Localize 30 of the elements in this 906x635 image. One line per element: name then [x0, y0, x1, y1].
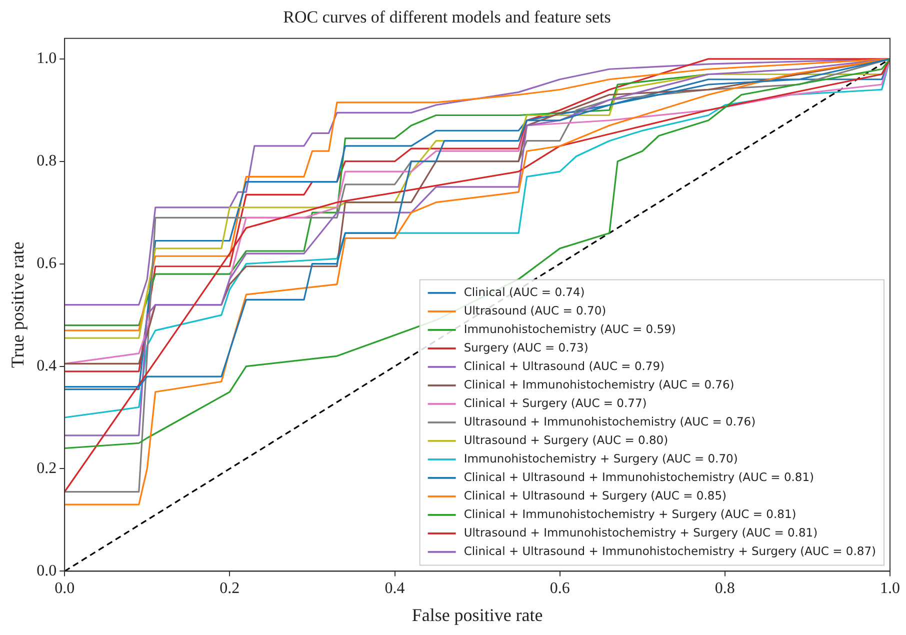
- legend-label: Clinical + Ultrasound (AUC = 0.79): [464, 358, 665, 373]
- x-tick-label: 1.0: [880, 580, 900, 598]
- legend-label: Immunohistochemistry (AUC = 0.59): [464, 322, 676, 336]
- legend-label: Clinical + Ultrasound + Surgery (AUC = 0.85): [464, 488, 727, 502]
- y-tick-label: 0.0: [36, 562, 57, 580]
- legend-label: Clinical + Ultrasound + Immunohistochemistry + Surgery (AUC = 0.87): [464, 544, 876, 558]
- legend-label: Clinical + Immunohistochemistry (AUC = 0.76): [464, 377, 734, 392]
- legend-label: Ultrasound + Surgery (AUC = 0.80): [464, 432, 668, 447]
- legend-label: Ultrasound + Immunohistochemistry + Surgery (AUC = 0.81): [464, 525, 818, 540]
- x-axis-title: False positive rate: [412, 604, 543, 625]
- legend-label: Clinical + Ultrasound + Immunohistochemistry (AUC = 0.81): [464, 470, 814, 484]
- y-tick-label: 0.6: [36, 255, 57, 272]
- legend-label: Immunohistochemistry + Surgery (AUC = 0.70): [464, 451, 738, 466]
- y-tick-label: 1.0: [36, 50, 57, 68]
- legend-label: Ultrasound + Immunohistochemistry (AUC = 0.76): [464, 414, 756, 428]
- y-tick-label: 0.8: [36, 152, 57, 170]
- x-tick-label: 0.2: [220, 580, 240, 598]
- x-tick-label: 0.6: [550, 580, 570, 598]
- x-tick-label: 0.4: [384, 580, 405, 598]
- y-tick-label: 0.2: [36, 460, 57, 477]
- legend-label: Surgery (AUC = 0.73): [464, 340, 588, 354]
- x-tick-label: 0.8: [714, 580, 735, 598]
- legend-label: Ultrasound (AUC = 0.70): [464, 303, 606, 318]
- legend-label: Clinical (AUC = 0.74): [464, 284, 585, 299]
- legend-label: Clinical + Immunohistochemistry + Surgery (AUC = 0.81): [464, 506, 796, 521]
- y-tick-label: 0.4: [36, 357, 57, 374]
- y-axis-title: True positive rate: [8, 242, 28, 368]
- legend-label: Clinical + Surgery (AUC = 0.77): [464, 396, 647, 410]
- chart-title: ROC curves of different models and feature sets: [283, 8, 611, 27]
- x-tick-label: 0.0: [54, 580, 75, 598]
